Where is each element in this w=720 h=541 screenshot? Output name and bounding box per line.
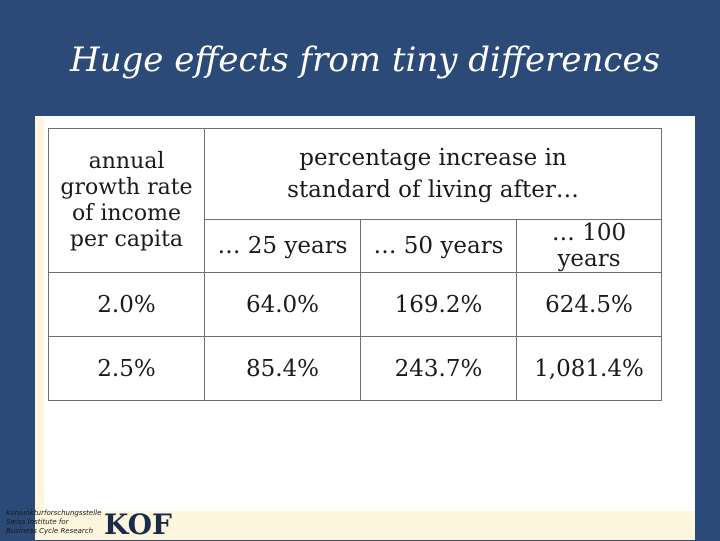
increase-header-line: standard of living after… (287, 177, 579, 203)
slide-title: Huge effects from tiny differences (69, 40, 661, 80)
increase-header-line: percentage increase in (299, 145, 567, 171)
income-header-line: per capita (69, 226, 184, 252)
rate-cell: 2.5% (48, 336, 205, 401)
value-cell: 624.5% (516, 272, 662, 337)
years-header-row: … 25 years … 50 years … 100 years (49, 219, 662, 273)
institute-name-line: Swiss Institute for (6, 518, 69, 526)
institute-name-line: Business Cycle Research (6, 527, 94, 535)
years-header-100: … 100 years (516, 219, 662, 273)
income-header-line: growth rate (60, 174, 193, 200)
income-growth-header: annual growth rate of income per capita (48, 128, 205, 273)
income-header-line: annual (88, 148, 165, 174)
table-row: 2.0% 64.0% 169.2% 624.5% (48, 272, 662, 337)
rate-cell: 2.0% (48, 272, 205, 337)
growth-table: annual growth rate of income per capita … (48, 128, 662, 401)
years-header-25: … 25 years (204, 219, 361, 273)
table-row: 2.5% 85.4% 243.7% 1,081.4% (48, 336, 662, 401)
value-cell: 169.2% (360, 272, 517, 337)
value-cell: 64.0% (204, 272, 361, 337)
income-header-line: of income (71, 200, 182, 226)
increase-header: percentage increase in standard of livin… (204, 128, 662, 220)
value-cell: 85.4% (204, 336, 361, 401)
value-cell: 243.7% (360, 336, 517, 401)
table-header-row: annual growth rate of income per capita … (48, 128, 662, 273)
institute-name-line: Konjunkturforschungsstelle (6, 509, 102, 517)
institute-name: Konjunkturforschungsstelle Swiss Institu… (6, 509, 101, 536)
value-cell: 1,081.4% (516, 336, 662, 401)
years-header-50: … 50 years (360, 219, 517, 273)
kof-logo: KOF (104, 508, 172, 541)
